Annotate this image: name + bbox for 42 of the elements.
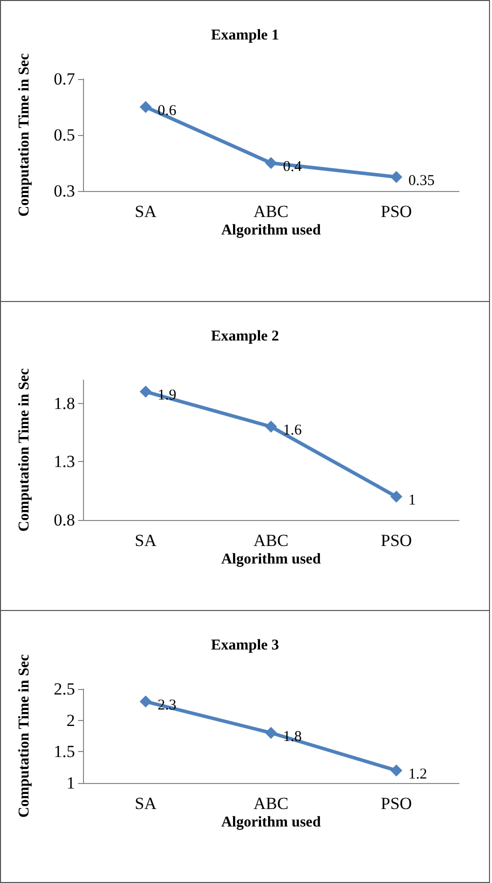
y-tick-label: 0.7 (54, 70, 76, 88)
y-tick-label: 1.5 (54, 742, 75, 762)
y-tick-label: 2 (66, 710, 75, 730)
chart-title: Example 3 (211, 638, 279, 654)
y-tick-label: 0.5 (54, 126, 75, 144)
x-axis-title: Algorithm used (221, 814, 322, 830)
x-axis-title: Algorithm used (221, 222, 322, 238)
point (265, 420, 277, 433)
x-tick-label: PSO (380, 794, 412, 813)
data-label: 0.6 (158, 103, 177, 119)
point (140, 696, 152, 708)
point (265, 726, 277, 739)
point (390, 764, 402, 776)
y-tick-label: 1.8 (54, 394, 75, 413)
y-axis-title: Computation Time in Sec (16, 654, 32, 818)
data-label: 1.6 (283, 422, 302, 439)
x-tick-label: ABC (254, 794, 288, 813)
y-tick-label: 1.3 (54, 452, 75, 472)
data-label: 0.35 (408, 173, 435, 189)
data-label: 1 (408, 492, 416, 509)
point (390, 490, 402, 503)
x-axis-title: Algorithm used (221, 552, 322, 568)
point (140, 101, 152, 113)
point (265, 157, 277, 169)
chart-title: Example 1 (211, 28, 279, 44)
y-axis-title: Computation Time in Sec (16, 368, 32, 532)
chart-title: Example 2 (211, 328, 279, 344)
point (140, 386, 152, 398)
y-tick-label: 1 (66, 774, 75, 792)
point (390, 171, 402, 183)
x-tick-label: SA (134, 202, 158, 221)
x-tick-label: PSO (380, 531, 412, 550)
x-tick-label: ABC (254, 531, 288, 550)
x-tick-label: PSO (380, 202, 412, 221)
y-axis-title: Computation Time in Sec (16, 53, 32, 217)
y-tick-label: 0.8 (54, 510, 75, 530)
x-tick-label: SA (134, 531, 158, 550)
y-tick-label: 0.3 (54, 182, 75, 200)
x-tick-label: ABC (254, 202, 288, 221)
x-tick-label: SA (134, 794, 158, 813)
y-tick-label: 2.5 (54, 680, 75, 698)
data-label: 1.2 (408, 766, 428, 782)
